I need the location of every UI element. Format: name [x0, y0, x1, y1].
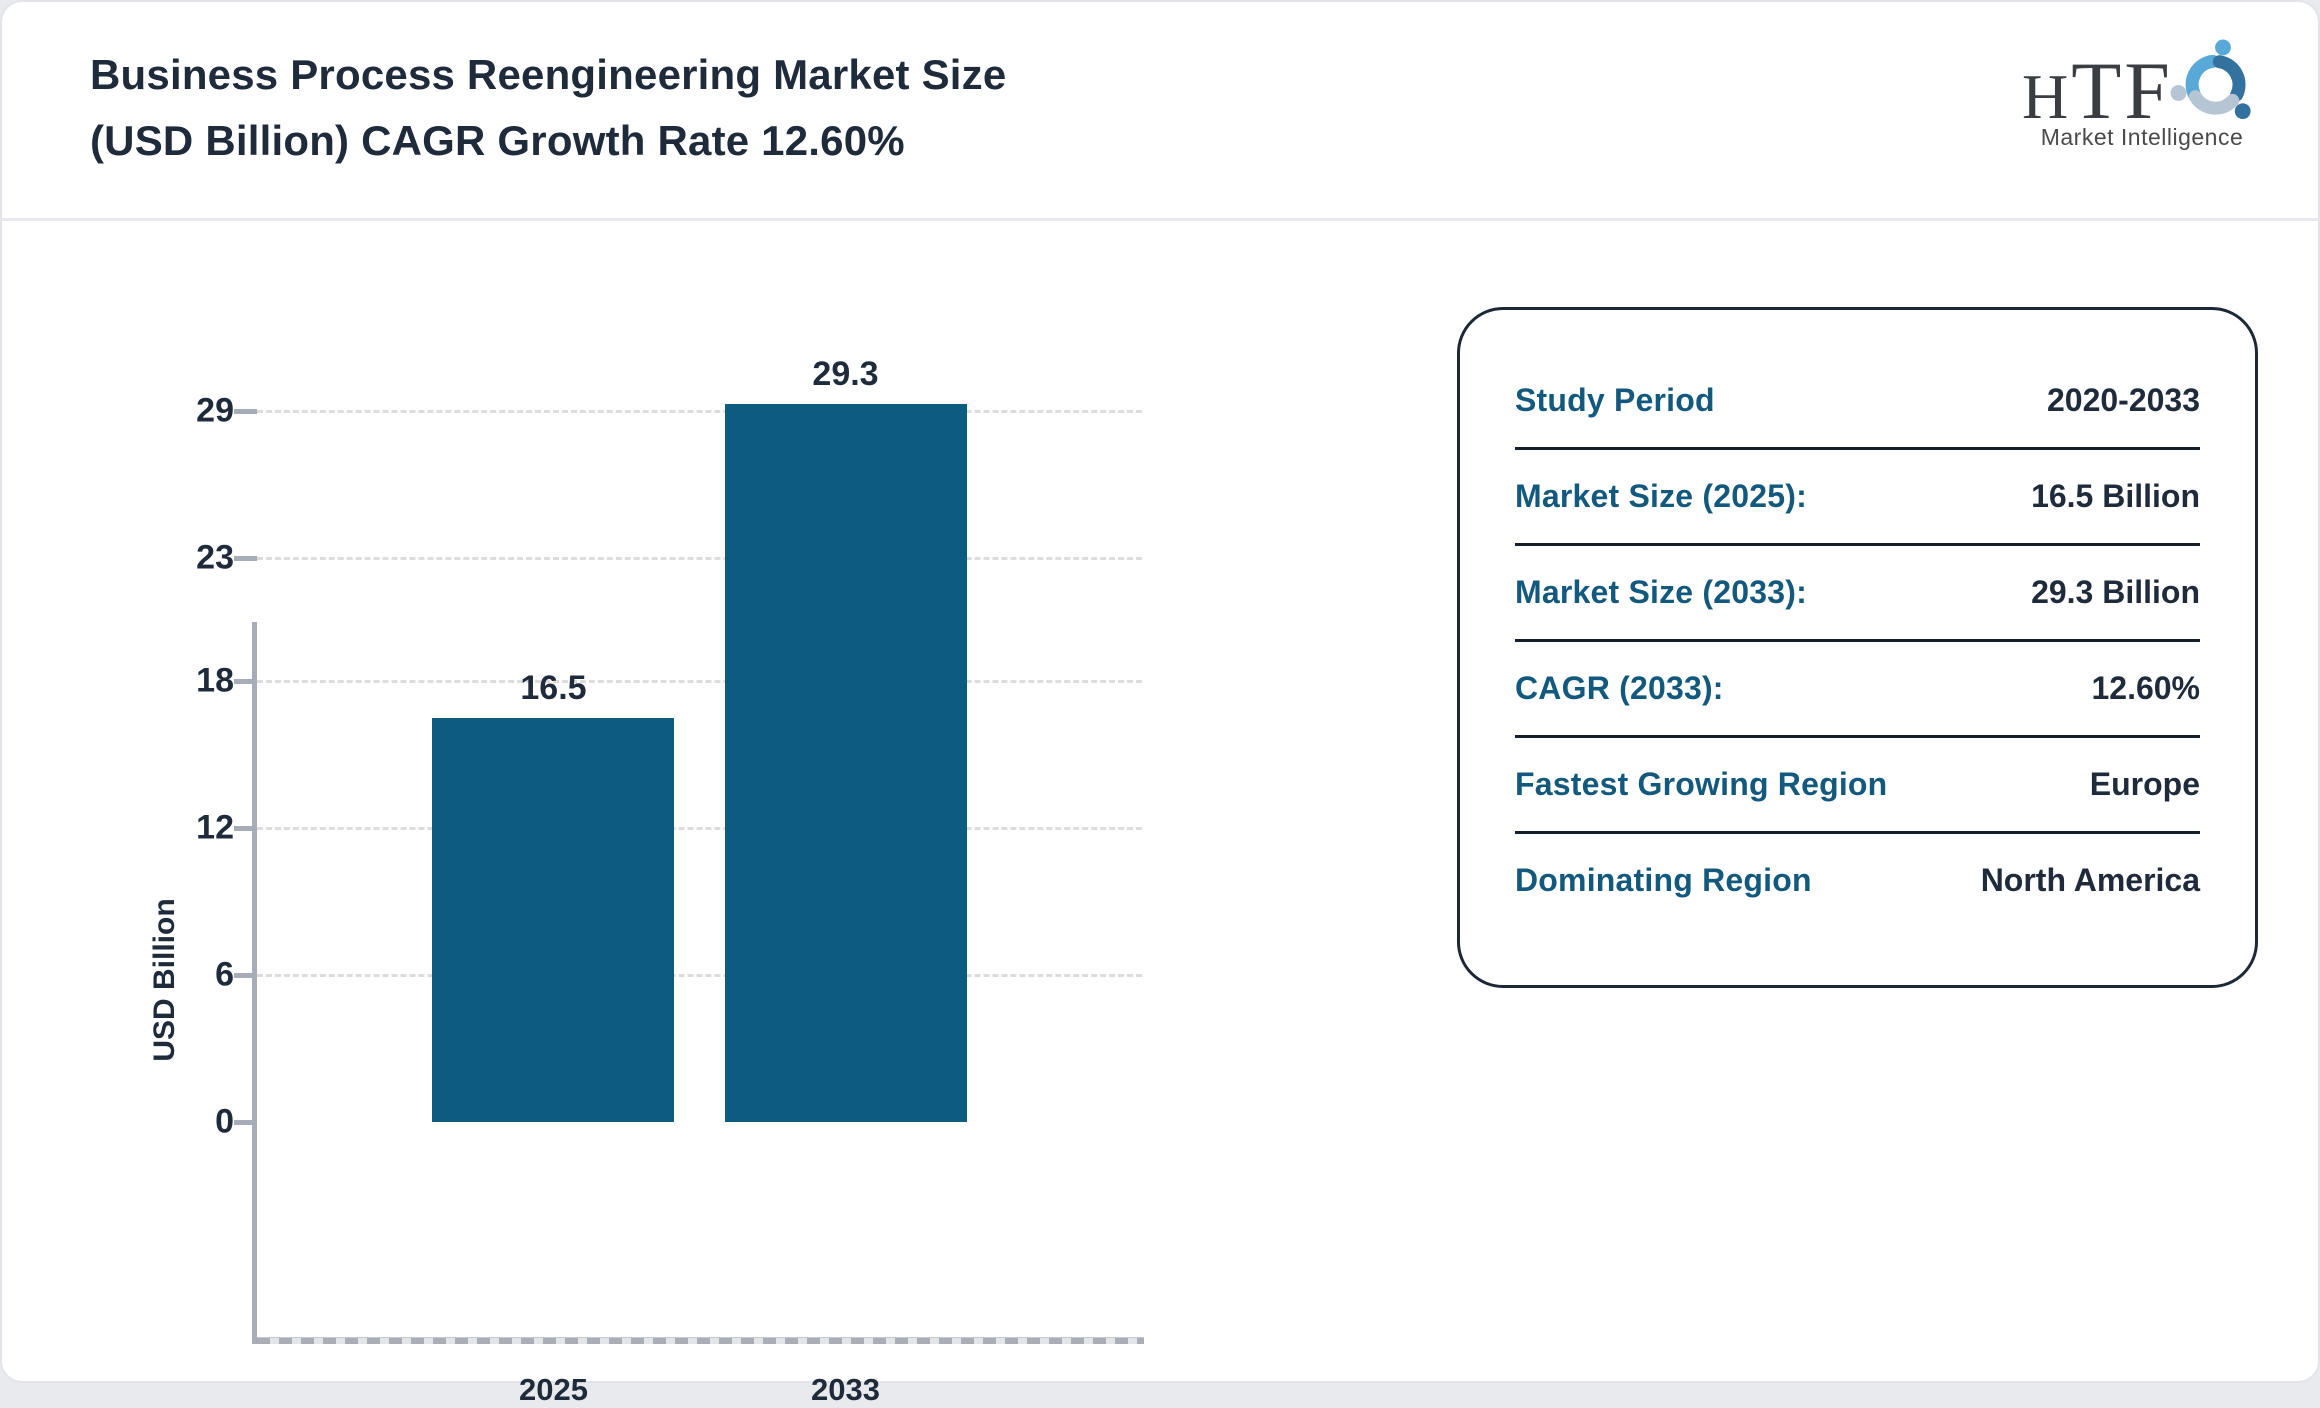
info-row-divider [1515, 543, 2200, 546]
info-row-value: 29.3 Billion [2031, 574, 2200, 610]
y-tick-label-6: 6 [215, 955, 234, 994]
info-row: Fastest Growing Region Europe [1515, 738, 2200, 831]
page-title: Business Process Reengineering Market Si… [90, 42, 1006, 174]
logo-letters-tf: TF [2071, 45, 2173, 136]
bar-chart: USD Billion 0 6 12 18 23 29 16.5 2025 29.3 2033 [2, 220, 1242, 1407]
y-tick-6 [234, 972, 257, 978]
info-row-divider [1515, 735, 2200, 738]
info-row: Study Period 2020-2033 [1515, 354, 2200, 447]
y-tick-label-0: 0 [215, 1102, 234, 1141]
bar-value-2033: 29.3 [812, 355, 879, 393]
info-row-label: Market Size (2033): [1515, 574, 1807, 610]
y-tick-23 [234, 556, 257, 562]
info-row: Dominating Region North America [1515, 834, 2200, 927]
htf-logo: HTF Market Intelligence [2022, 32, 2262, 151]
y-tick-18 [234, 678, 257, 684]
bar-value-2025: 16.5 [520, 668, 587, 707]
info-row: Market Size (2033): 29.3 Billion [1515, 546, 2200, 639]
gridline-y23 [257, 557, 1142, 561]
info-row-label: Fastest Growing Region [1515, 766, 1888, 802]
logo-letter-h: H [2022, 61, 2072, 132]
y-tick-label-23: 23 [196, 538, 234, 577]
info-row: CAGR (2033): 12.60% [1515, 642, 2200, 735]
logo-subtitle: Market Intelligence [2040, 124, 2244, 150]
info-row-label: Market Size (2025): [1515, 478, 1807, 514]
x-tick-label-2025: 2025 [518, 1372, 588, 1407]
header: Business Process Reengineering Market Si… [2, 2, 2318, 221]
info-row-value: 12.60% [2091, 670, 2200, 706]
y-tick-0 [234, 1120, 257, 1125]
info-row-divider [1515, 831, 2200, 834]
info-row-label: Dominating Region [1515, 862, 1812, 898]
gridline-y29 [257, 410, 1142, 414]
info-row-label: Study Period [1515, 382, 1715, 418]
info-row-value: Europe [2089, 766, 2200, 802]
three-figures-swirl-icon [2170, 39, 2251, 120]
y-tick-label-29: 29 [196, 391, 234, 430]
info-row-value: 2020-2033 [2046, 382, 2200, 418]
page-title-line1: Business Process Reengineering Market Si… [90, 51, 1007, 98]
y-axis-line [252, 622, 257, 1344]
x-axis-baseline [257, 1337, 1144, 1344]
info-row: Market Size (2025): 16.5 Billion [1515, 450, 2200, 543]
y-tick-29 [234, 409, 257, 415]
page-title-line2: (USD Billion) CAGR Growth Rate 12.60% [90, 116, 905, 164]
gridline-y18 [257, 679, 1142, 683]
y-tick-label-18: 18 [196, 661, 234, 700]
gridline-y6 [257, 973, 1142, 977]
info-row-divider [1515, 639, 2200, 642]
y-tick-label-12: 12 [196, 808, 234, 847]
header-divider [2, 218, 2318, 221]
x-tick-label-2033: 2033 [811, 1372, 880, 1407]
key-facts-panel: Study Period 2020-2033 Market Size (2025… [1457, 307, 2258, 988]
info-row-value: 16.5 Billion [2031, 478, 2200, 514]
bar-2033 [724, 404, 967, 1122]
info-row-divider [1515, 447, 2200, 450]
bar-2025 [432, 717, 675, 1122]
logo-acronym: HTF [2022, 50, 2173, 132]
info-row-label: CAGR (2033): [1515, 670, 1724, 706]
gridline-y12 [257, 826, 1142, 830]
y-tick-12 [234, 825, 257, 831]
logo-row: HTF [2022, 32, 2262, 132]
info-row-value: North America [1980, 862, 2200, 898]
